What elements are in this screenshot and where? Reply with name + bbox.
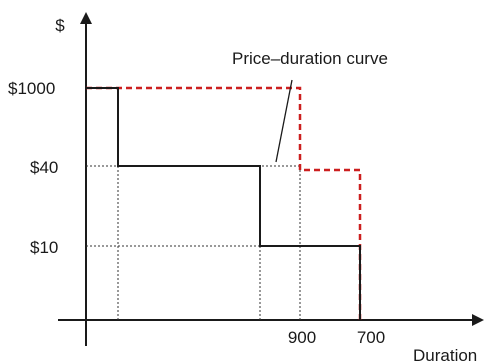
x-tick-label-700: 700 — [357, 328, 385, 347]
series-solid-black — [86, 87, 361, 320]
annotation-text: Price–duration curve — [232, 49, 388, 68]
y-axis-label: $ — [55, 16, 65, 35]
y-tick-label-1000: $1000 — [8, 79, 55, 98]
series-dashed-red — [86, 86, 362, 320]
y-tick-label-40: $40 — [30, 158, 58, 177]
x-axis-label: Duration — [413, 346, 477, 364]
x-tick-label-900: 900 — [288, 328, 316, 347]
guide-lines — [86, 165, 301, 320]
y-tick-label-10: $10 — [30, 238, 58, 257]
annotation-leader — [275, 79, 293, 163]
